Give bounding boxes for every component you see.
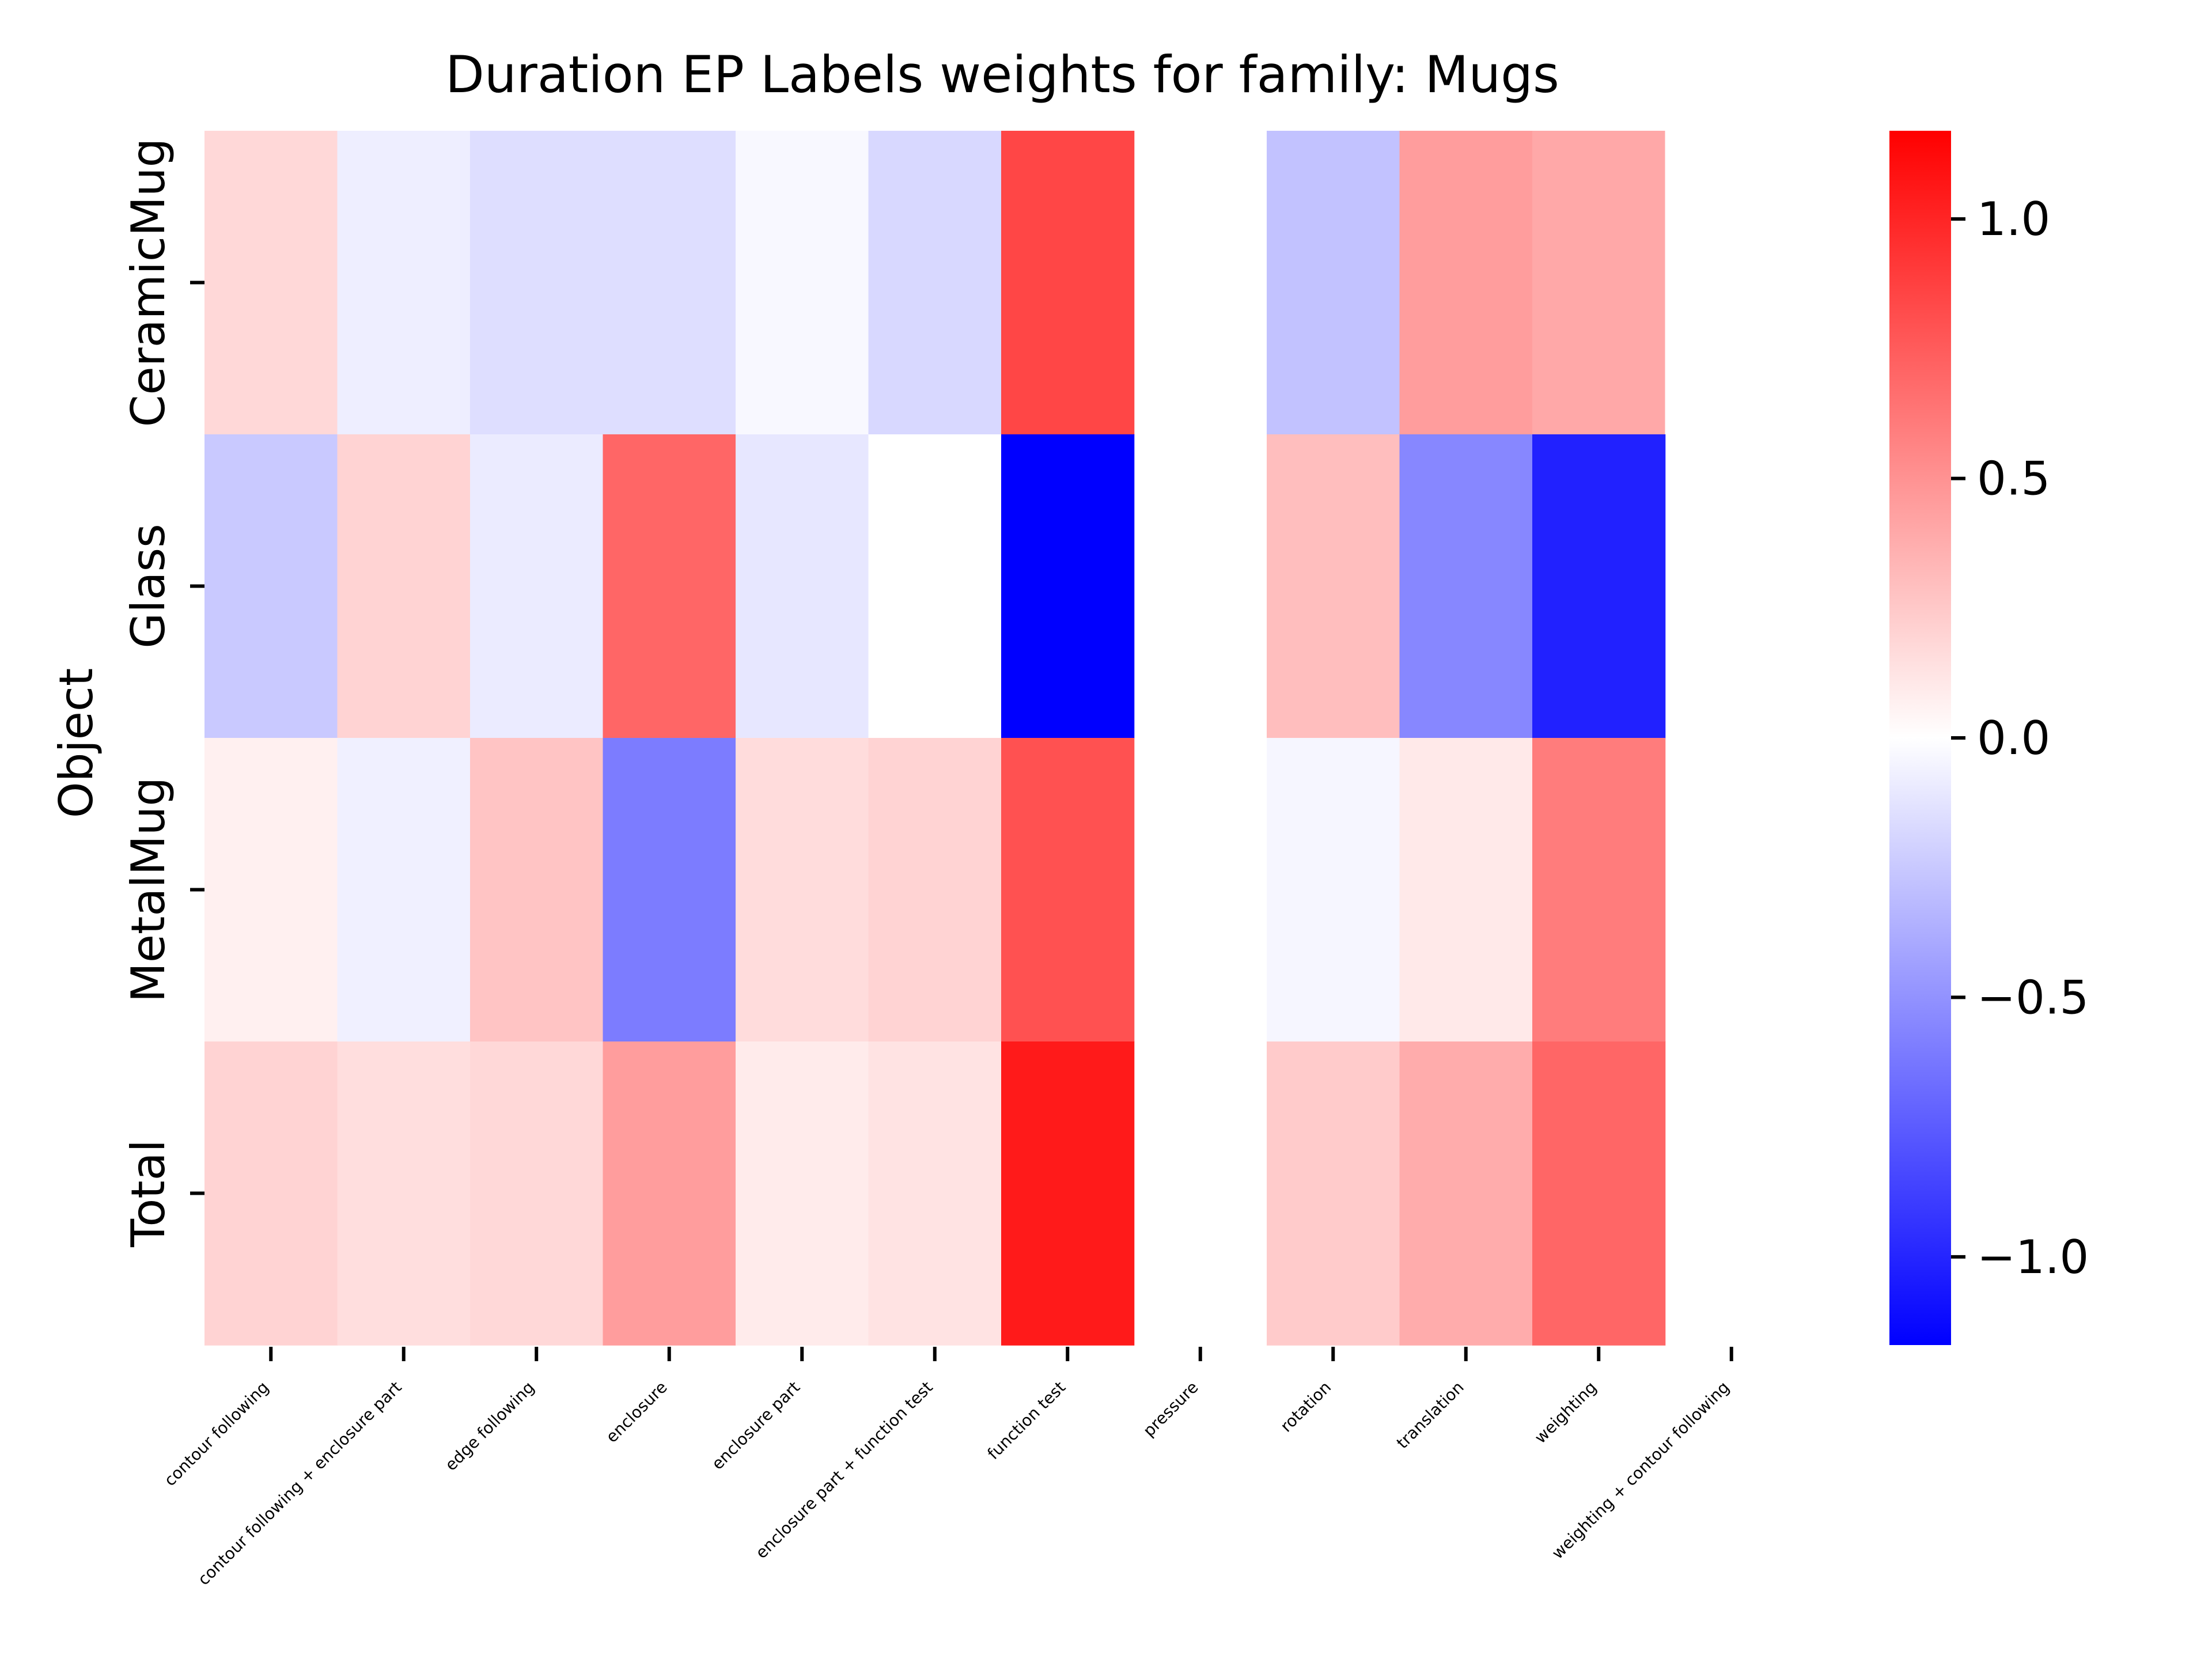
x-tick-label: function test [984,1378,1070,1464]
y-axis-ticks: CeramicMug Glass MetalMug Total [122,138,204,1248]
heatmap-cell-1-5 [868,434,1002,738]
heatmap-cell-1-2 [470,434,604,738]
heatmap-cell-1-10 [1532,434,1666,738]
heatmap-cell-0-10 [1532,131,1666,435]
y-tick-label: Total [122,1139,175,1248]
heatmap-cell-3-4 [736,1041,869,1346]
heatmap-cell-3-3 [603,1041,736,1346]
y-tick-label: CeramicMug [122,138,175,427]
heatmap-cell-1-0 [204,434,338,738]
heatmap-cell-3-1 [337,1041,471,1346]
heatmap-cell-1-9 [1399,434,1533,738]
heatmap-cell-2-4 [736,738,869,1042]
x-tick-label: rotation [1277,1378,1335,1436]
heatmap-cell-2-9 [1399,738,1533,1042]
heatmap-cell-0-4 [736,131,869,435]
x-tick-label: contour following + enclosure part [194,1378,406,1589]
heatmap-cell-3-10 [1532,1041,1666,1346]
x-tick-label: enclosure [602,1378,671,1446]
colorbar-tick-label: 0.5 [1977,452,2050,506]
heatmap-cell-0-0 [204,131,338,435]
heatmap-cell-2-1 [337,738,471,1042]
heatmap-cell-3-6 [1001,1041,1135,1346]
heatmap-cell-2-8 [1267,738,1400,1042]
heatmap-cell-1-4 [736,434,869,738]
colorbar-tick-label: −1.0 [1977,1230,2089,1284]
heatmap-cell-2-6 [1001,738,1135,1042]
x-tick-label: weighting [1531,1378,1600,1448]
heatmap-cell-3-5 [868,1041,1002,1346]
heatmap-cell-2-0 [204,738,338,1042]
chart-title: Duration EP Labels weights for family: M… [445,45,1559,104]
colorbar [1889,131,1951,1345]
heatmap-cell-0-6 [1001,131,1135,435]
x-tick-label: translation [1393,1378,1468,1453]
colorbar-tick-label: 0.0 [1977,711,2050,765]
x-tick-label: pressure [1139,1378,1202,1441]
heatmap-cell-2-2 [470,738,604,1042]
colorbar-ticks: 1.0 0.5 0.0 −0.5 −1.0 [1951,192,2089,1284]
heatmap-cell-0-1 [337,131,471,435]
y-axis-label: Object [50,668,103,819]
colorbar-tick-label: −0.5 [1977,971,2089,1024]
heatmap-cell-1-6 [1001,434,1135,738]
y-tick-label: MetalMug [122,777,175,1002]
x-tick-label: edge following [441,1378,538,1475]
heatmap-cell-0-9 [1399,131,1533,435]
heatmap-cell-3-8 [1267,1041,1400,1346]
colorbar-tick-label: 1.0 [1977,192,2050,246]
x-tick-label: enclosure part [708,1378,804,1474]
heatmap-cell-3-2 [470,1041,604,1346]
heatmap-cell-2-3 [603,738,736,1042]
y-tick-label: Glass [122,524,175,649]
heatmap-cell-0-8 [1267,131,1400,435]
heatmap-cell-3-9 [1399,1041,1533,1346]
heatmap-cell-1-1 [337,434,471,738]
heatmap-cell-0-3 [603,131,736,435]
heatmap-cells [204,131,1798,1346]
heatmap-cell-0-11 [1665,131,1798,435]
heatmap-cell-1-8 [1267,434,1400,738]
heatmap-cell-2-5 [868,738,1002,1042]
heatmap-cell-2-10 [1532,738,1666,1042]
heatmap-cell-0-2 [470,131,604,435]
x-tick-label: contour following [160,1378,272,1490]
heatmap-cell-1-3 [603,434,736,738]
heatmap-cell-3-0 [204,1041,338,1346]
heatmap-cell-0-5 [868,131,1002,435]
